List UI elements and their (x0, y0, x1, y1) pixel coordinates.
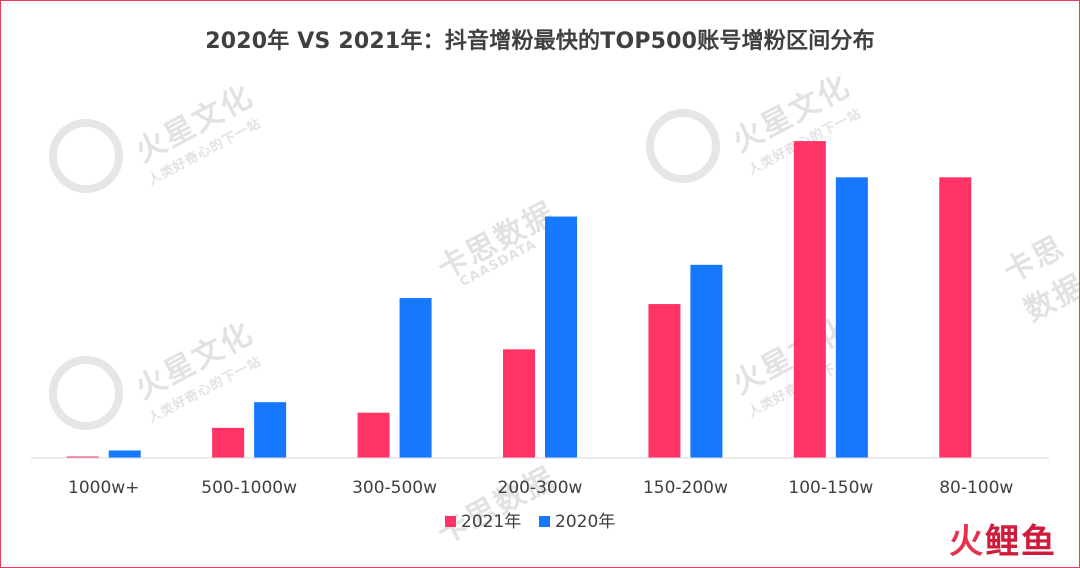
bar-series1-1 (212, 427, 245, 458)
bar-series2-2 (399, 298, 432, 458)
bar-series1-0 (66, 456, 99, 458)
bar-series2-4 (690, 264, 723, 458)
x-tick-label: 200-300w (498, 478, 583, 498)
corner-logo-part2: 鲤鱼 (985, 522, 1057, 562)
bar-series2-1 (254, 402, 287, 458)
corner-logo: 火鲤鱼 (949, 514, 1057, 563)
bar-series2-0 (108, 450, 141, 458)
bar-series1-2 (357, 412, 390, 458)
legend-swatch-2 (539, 516, 550, 527)
x-tick-label: 150-200w (643, 478, 728, 498)
x-tick-label: 80-100w (939, 478, 1013, 498)
legend-swatch-1 (445, 516, 456, 527)
corner-logo-part1: 火 (949, 522, 985, 562)
legend-label-2: 2020年 (555, 512, 615, 532)
legend-label-1: 2021年 (461, 512, 521, 532)
bar-series1-5 (793, 141, 826, 458)
bar-series1-4 (648, 304, 681, 458)
bar-series1-3 (503, 349, 535, 458)
bar-series2-5 (835, 177, 868, 459)
x-tick-label: 300-500w (352, 478, 437, 498)
bar-series1-6 (939, 177, 972, 459)
x-tick-label: 100-150w (788, 478, 873, 498)
bar-series2-3 (545, 216, 577, 458)
x-tick-label: 500-1000w (201, 478, 297, 498)
chart-title: 2020年 VS 2021年：抖音增粉最快的TOP500账号增粉区间分布 (205, 29, 875, 54)
x-tick-label: 1000w+ (68, 478, 139, 498)
